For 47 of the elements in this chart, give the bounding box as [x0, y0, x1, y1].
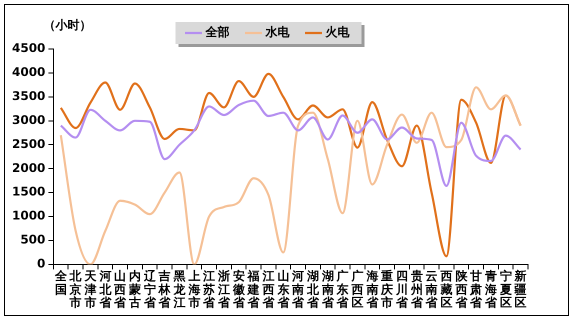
- x-tick-label: 河南省: [291, 269, 306, 310]
- x-tick-label: 江西省: [261, 269, 276, 310]
- x-tick-label: 上海市: [187, 269, 200, 310]
- y-tick-label: 2500: [12, 136, 46, 151]
- x-tick-label: 贵州省: [410, 269, 424, 310]
- y-tick-label: 0: [37, 256, 46, 271]
- x-tick-label: 全国: [54, 269, 68, 296]
- x-tick-label: 海南省: [365, 269, 380, 310]
- line-series: [60, 100, 522, 187]
- x-tick-label: 甘肃省: [469, 269, 484, 310]
- y-tick-label: 4000: [12, 65, 46, 80]
- x-tick-label: 陕西省: [454, 269, 468, 310]
- x-tick-label: 山东省: [276, 269, 290, 310]
- x-tick-label: 内蒙古: [128, 269, 141, 310]
- x-tick-label: 西藏区: [439, 269, 452, 310]
- y-tick-label: 2000: [12, 160, 46, 175]
- x-tick-label: 山西省: [113, 269, 128, 310]
- x-tick-label: 河北省: [98, 269, 112, 310]
- x-tick-label: 黑龙江: [172, 269, 186, 310]
- legend-label: 全部: [204, 25, 230, 40]
- x-tick-label: 湖北省: [306, 269, 320, 310]
- x-tick-label: 浙江省: [216, 269, 231, 310]
- x-tick-label: 云南省: [424, 269, 439, 310]
- x-tick-label: 湖南省: [320, 269, 335, 310]
- y-axis-title: （小时）: [43, 18, 92, 32]
- legend-label: 水电: [264, 25, 290, 40]
- x-tick-label: 江苏省: [202, 269, 216, 310]
- x-tick-label: 北京市: [68, 269, 83, 310]
- x-tick-label: 宁夏区: [498, 269, 512, 310]
- x-tick-label: 吉林省: [158, 269, 172, 310]
- x-tick-label: 广西区: [350, 269, 364, 310]
- x-tick-label: 四川省: [394, 269, 409, 310]
- y-tick-label: 1500: [12, 184, 46, 199]
- x-tick-label: 天津市: [83, 269, 98, 310]
- legend-label: 火电: [324, 25, 350, 40]
- x-tick-label: 青海省: [484, 269, 498, 310]
- x-tick-label: 重庆市: [380, 269, 394, 310]
- y-tick-label: 4500: [12, 41, 46, 56]
- y-tick-label: 3000: [12, 112, 46, 127]
- x-tick-label: 辽宁省: [142, 269, 157, 310]
- y-tick-label: 500: [20, 232, 46, 247]
- x-tick-label: 安徽省: [232, 269, 246, 310]
- y-tick-label: 1000: [12, 208, 46, 223]
- x-tick-label: 新疆区: [514, 269, 527, 310]
- x-tick-label: 福建省: [246, 269, 261, 310]
- x-tick-label: 广东省: [336, 269, 350, 310]
- y-tick-label: 3500: [12, 88, 46, 103]
